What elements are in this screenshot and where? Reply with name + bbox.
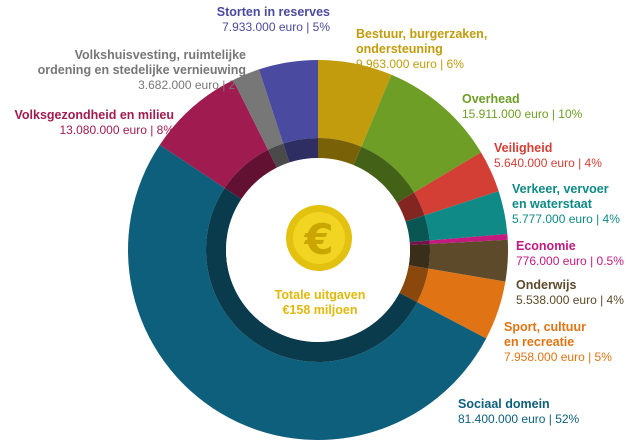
label-veiligheid: Veiligheid 5.640.000 euro | 4%: [494, 141, 634, 171]
label-name: Storten in reserves: [216, 5, 330, 19]
label-name: Veiligheid: [494, 141, 553, 155]
svg-text:€: €: [303, 215, 333, 264]
label-volkshuisvesting: Volkshuisvesting, ruimtelijke ordening e…: [8, 48, 246, 93]
label-name: Overhead: [462, 92, 520, 106]
label-value: 81.400.000 euro | 52%: [458, 412, 580, 426]
inner-slice-economie: [409, 240, 430, 246]
label-storten: Storten in reserves 7.933.000 euro | 5%: [160, 5, 330, 35]
center-line-1: Totale uitgaven: [274, 288, 366, 302]
label-name: Volksgezondheid en milieu: [14, 108, 174, 122]
label-value: 7.958.000 euro | 5%: [504, 350, 612, 364]
label-name-2: en waterstaat: [512, 197, 592, 211]
label-value: 9.963.000 euro | 6%: [356, 57, 464, 71]
label-name-2: en recreatie: [504, 335, 575, 349]
label-value: 15.911.000 euro | 10%: [462, 107, 583, 121]
inner-slice-sport: [399, 265, 429, 303]
label-overhead: Overhead 15.911.000 euro | 10%: [462, 92, 632, 122]
slice-onderwijs: [428, 239, 509, 282]
inner-slice-storten: [283, 138, 318, 163]
label-name-1: Volkshuisvesting, ruimtelijke: [74, 48, 246, 62]
label-economie: Economie 776.000 euro | 0.5%: [516, 239, 638, 269]
label-name: Sociaal domein: [458, 397, 550, 411]
label-name: Economie: [516, 239, 576, 253]
label-name: Onderwijs: [516, 278, 577, 292]
label-value: 13.080.000 euro | 8%: [59, 123, 174, 137]
label-verkeer: Verkeer, vervoer en waterstaat 5.777.000…: [512, 182, 637, 227]
label-volksgezondheid: Volksgezondheid en milieu 13.080.000 eur…: [0, 108, 174, 138]
slice-sociaal: [128, 144, 487, 440]
label-value: 5.777.000 euro | 4%: [512, 212, 620, 226]
slice-verkeer: [424, 191, 508, 241]
slice-storten: [258, 60, 318, 144]
slice-bestuur: [318, 60, 392, 147]
label-value: 7.933.000 euro | 5%: [222, 20, 330, 34]
label-value: 3.682.000 euro | 2%: [138, 78, 246, 92]
center-total-label: Totale uitgaven €158 miljoen: [250, 288, 390, 318]
inner-slice-volkshuisvesting: [267, 143, 290, 168]
label-name-1: Bestuur, burgerzaken,: [356, 27, 488, 41]
inner-slice-onderwijs: [408, 243, 430, 269]
inner-slice-veiligheid: [396, 192, 425, 222]
label-name-2: ondersteuning: [356, 42, 443, 56]
euro-coin-icon: €: [286, 205, 352, 271]
slice-volkshuisvesting: [233, 69, 284, 150]
label-value: 5.538.000 euro | 4%: [516, 293, 624, 307]
label-name-1: Verkeer, vervoer: [512, 182, 609, 196]
inner-slice-verkeer: [405, 215, 430, 243]
center-line-2: €158 miljoen: [282, 303, 358, 317]
label-value: 5.640.000 euro | 4%: [494, 156, 602, 170]
label-name-2: ordening en stedelijke vernieuwing: [37, 63, 246, 77]
label-sport: Sport, cultuur en recreatie 7.958.000 eu…: [504, 320, 638, 365]
label-onderwijs: Onderwijs 5.538.000 euro | 4%: [516, 278, 638, 308]
inner-slice-overhead: [353, 146, 415, 203]
label-value: 776.000 euro | 0.5%: [516, 254, 624, 268]
slice-veiligheid: [414, 152, 499, 216]
slice-volksgezondheid: [159, 79, 268, 189]
label-sociaal: Sociaal domein 81.400.000 euro | 52%: [458, 397, 628, 427]
inner-slice-volksgezondheid: [224, 149, 277, 200]
slice-overhead: [361, 74, 482, 193]
inner-slice-bestuur: [318, 138, 362, 166]
label-name-1: Sport, cultuur: [504, 320, 586, 334]
inner-slice-sociaal: [206, 188, 418, 362]
slice-sport: [417, 268, 506, 339]
slice-economie: [429, 233, 508, 244]
inner-ring-group: [206, 138, 430, 362]
label-bestuur: Bestuur, burgerzaken, ondersteuning 9.96…: [356, 27, 556, 72]
slices-group: [128, 60, 509, 440]
